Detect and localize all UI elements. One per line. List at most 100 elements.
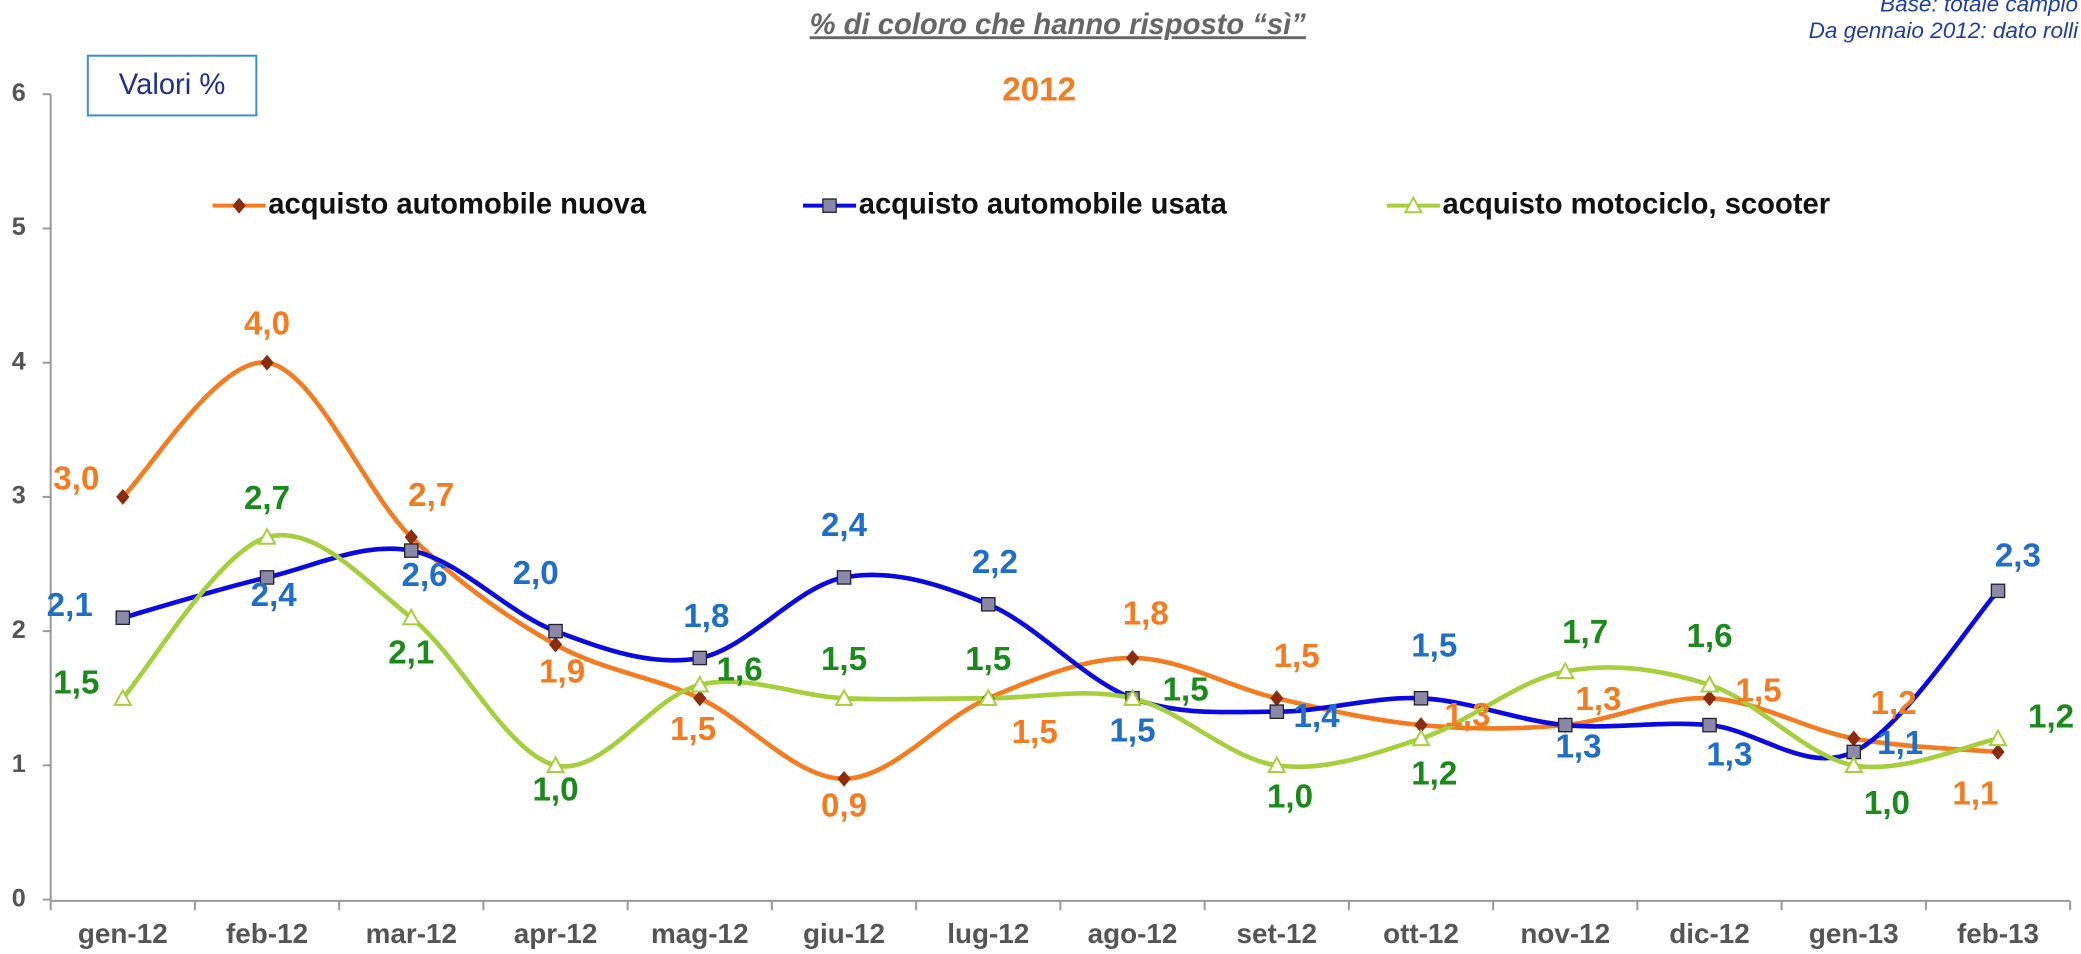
data-point <box>837 770 851 787</box>
legend-marker <box>232 197 246 214</box>
data-point <box>1414 717 1428 734</box>
data-point <box>257 527 277 545</box>
data-label: 2,1 <box>388 635 434 672</box>
data-point <box>1844 755 1864 773</box>
data-point <box>1557 717 1573 733</box>
x-tick-label: gen-12 <box>78 918 168 949</box>
data-label: 2,4 <box>251 577 298 614</box>
data-point <box>260 354 274 371</box>
data-point <box>978 688 998 706</box>
x-tick-label: mag-12 <box>651 918 749 949</box>
x-tick-label: nov-12 <box>1520 918 1610 949</box>
legend-label: acquisto automobile usata <box>859 188 1228 220</box>
data-label: 1,2 <box>1871 685 1917 722</box>
y-tick-label: 3 <box>12 482 26 510</box>
data-label: 1,1 <box>1952 775 1998 812</box>
data-label: 2,2 <box>972 544 1018 581</box>
data-point <box>404 529 418 546</box>
data-label: 1,5 <box>1736 673 1782 710</box>
data-point <box>401 607 421 626</box>
x-tick-label: ott-12 <box>1383 918 1459 949</box>
data-point <box>693 690 707 707</box>
data-point <box>1267 755 1287 773</box>
x-tick-label: feb-12 <box>226 918 308 949</box>
data-point <box>548 636 563 653</box>
data-label: 1,2 <box>1411 755 1457 792</box>
data-label: 2,1 <box>47 587 93 624</box>
data-point <box>1125 650 1140 666</box>
x-tick-label: gen-13 <box>1809 918 1899 949</box>
x-tick-label: giu-12 <box>803 918 885 949</box>
note: Base: totale campio <box>1880 0 2078 16</box>
x-tick-label: lug-12 <box>947 918 1029 949</box>
data-point <box>1990 583 2006 599</box>
data-point <box>1991 743 2005 760</box>
y-tick-label: 6 <box>12 79 26 107</box>
data-point <box>692 650 708 666</box>
note: Da gennaio 2012: dato rolli <box>1809 18 2079 43</box>
y-tick-label: 0 <box>12 884 26 912</box>
data-point <box>1269 704 1285 719</box>
data-label: 1,5 <box>821 641 867 678</box>
data-point <box>1555 661 1575 680</box>
data-label: 1,3 <box>1444 697 1490 734</box>
data-point <box>1702 690 1717 707</box>
x-tick-label: dic-12 <box>1669 918 1750 949</box>
data-label: 2,0 <box>513 555 559 592</box>
data-point <box>115 610 131 626</box>
data-label: 1,5 <box>1411 628 1457 665</box>
data-point <box>545 755 566 773</box>
data-point <box>836 570 852 585</box>
data-point <box>1411 728 1431 747</box>
data-point <box>834 688 854 706</box>
data-label: 1,9 <box>539 654 585 691</box>
data-label: 1,3 <box>1555 729 1601 766</box>
legend-label: acquisto automobile nuova <box>268 188 647 220</box>
data-label: 1,3 <box>1575 681 1621 718</box>
data-label: 1,0 <box>532 772 578 809</box>
data-label: 2,4 <box>821 507 868 544</box>
data-label: 1,6 <box>1686 618 1732 655</box>
data-label: 2,6 <box>402 557 448 594</box>
data-label: 0,9 <box>821 788 867 825</box>
data-point <box>113 688 133 706</box>
data-label: 1,5 <box>1109 713 1155 750</box>
data-point <box>980 596 996 612</box>
annotation-box <box>86 54 258 117</box>
data-label: 1,2 <box>2028 698 2074 735</box>
data-label: 1,5 <box>670 711 716 748</box>
legend-marker <box>822 198 837 213</box>
data-point <box>1122 688 1143 706</box>
y-tick-label: 2 <box>12 616 26 644</box>
data-label: 1,5 <box>965 641 1011 678</box>
x-tick-label: mar-12 <box>366 918 457 949</box>
data-point <box>1413 690 1429 706</box>
subtitle: 2012 <box>1002 71 1076 108</box>
data-point <box>259 570 275 585</box>
legend-label: acquisto motociclo, scooter <box>1443 188 1831 220</box>
x-tick-label: ago-12 <box>1088 918 1178 949</box>
data-label: 1,8 <box>683 598 729 635</box>
data-point <box>548 623 563 639</box>
data-label: 1,1 <box>1877 725 1923 762</box>
data-label: 2,3 <box>1995 537 2041 574</box>
y-tick-label: 4 <box>12 347 26 375</box>
data-point <box>1847 730 1861 747</box>
x-tick-label: apr-12 <box>514 918 598 949</box>
data-label: 1,3 <box>1706 737 1752 774</box>
data-label: 3,0 <box>53 461 99 498</box>
data-label: 2,7 <box>244 480 290 517</box>
data-point <box>116 488 130 505</box>
y-tick-label: 5 <box>12 213 26 241</box>
data-label: 1,0 <box>1864 785 1910 822</box>
annotation: Valori % <box>119 69 226 101</box>
data-point <box>1702 717 1717 733</box>
data-point <box>403 543 419 558</box>
chart-title: % di coloro che hanno risposto “sì” <box>810 9 1307 41</box>
data-label: 1,7 <box>1562 614 1608 651</box>
data-label: 1,5 <box>53 665 99 702</box>
data-point <box>1699 674 1720 693</box>
data-label: 1,5 <box>1274 638 1320 675</box>
data-label: 1,4 <box>1294 698 1341 735</box>
